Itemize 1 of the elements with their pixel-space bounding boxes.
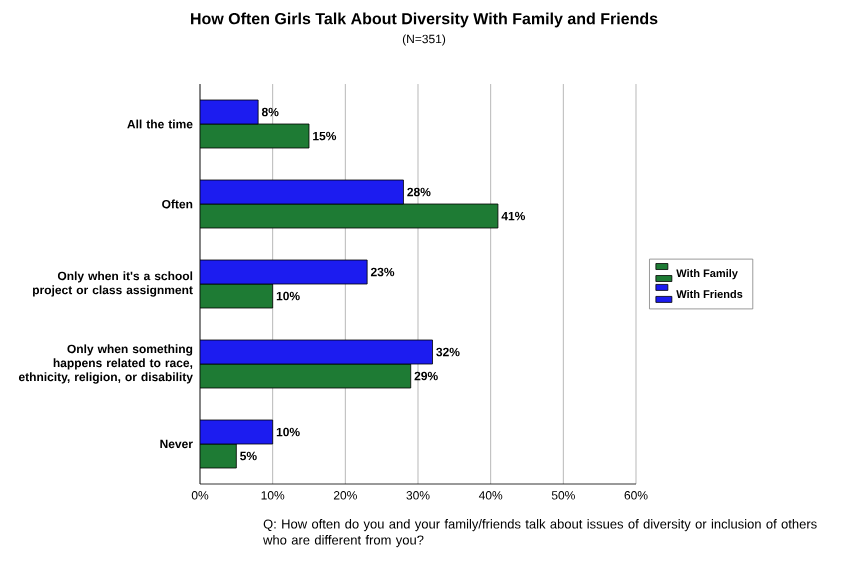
- chart-title: How Often Girls Talk About Diversity With Family and Friends: [191, 12, 658, 28]
